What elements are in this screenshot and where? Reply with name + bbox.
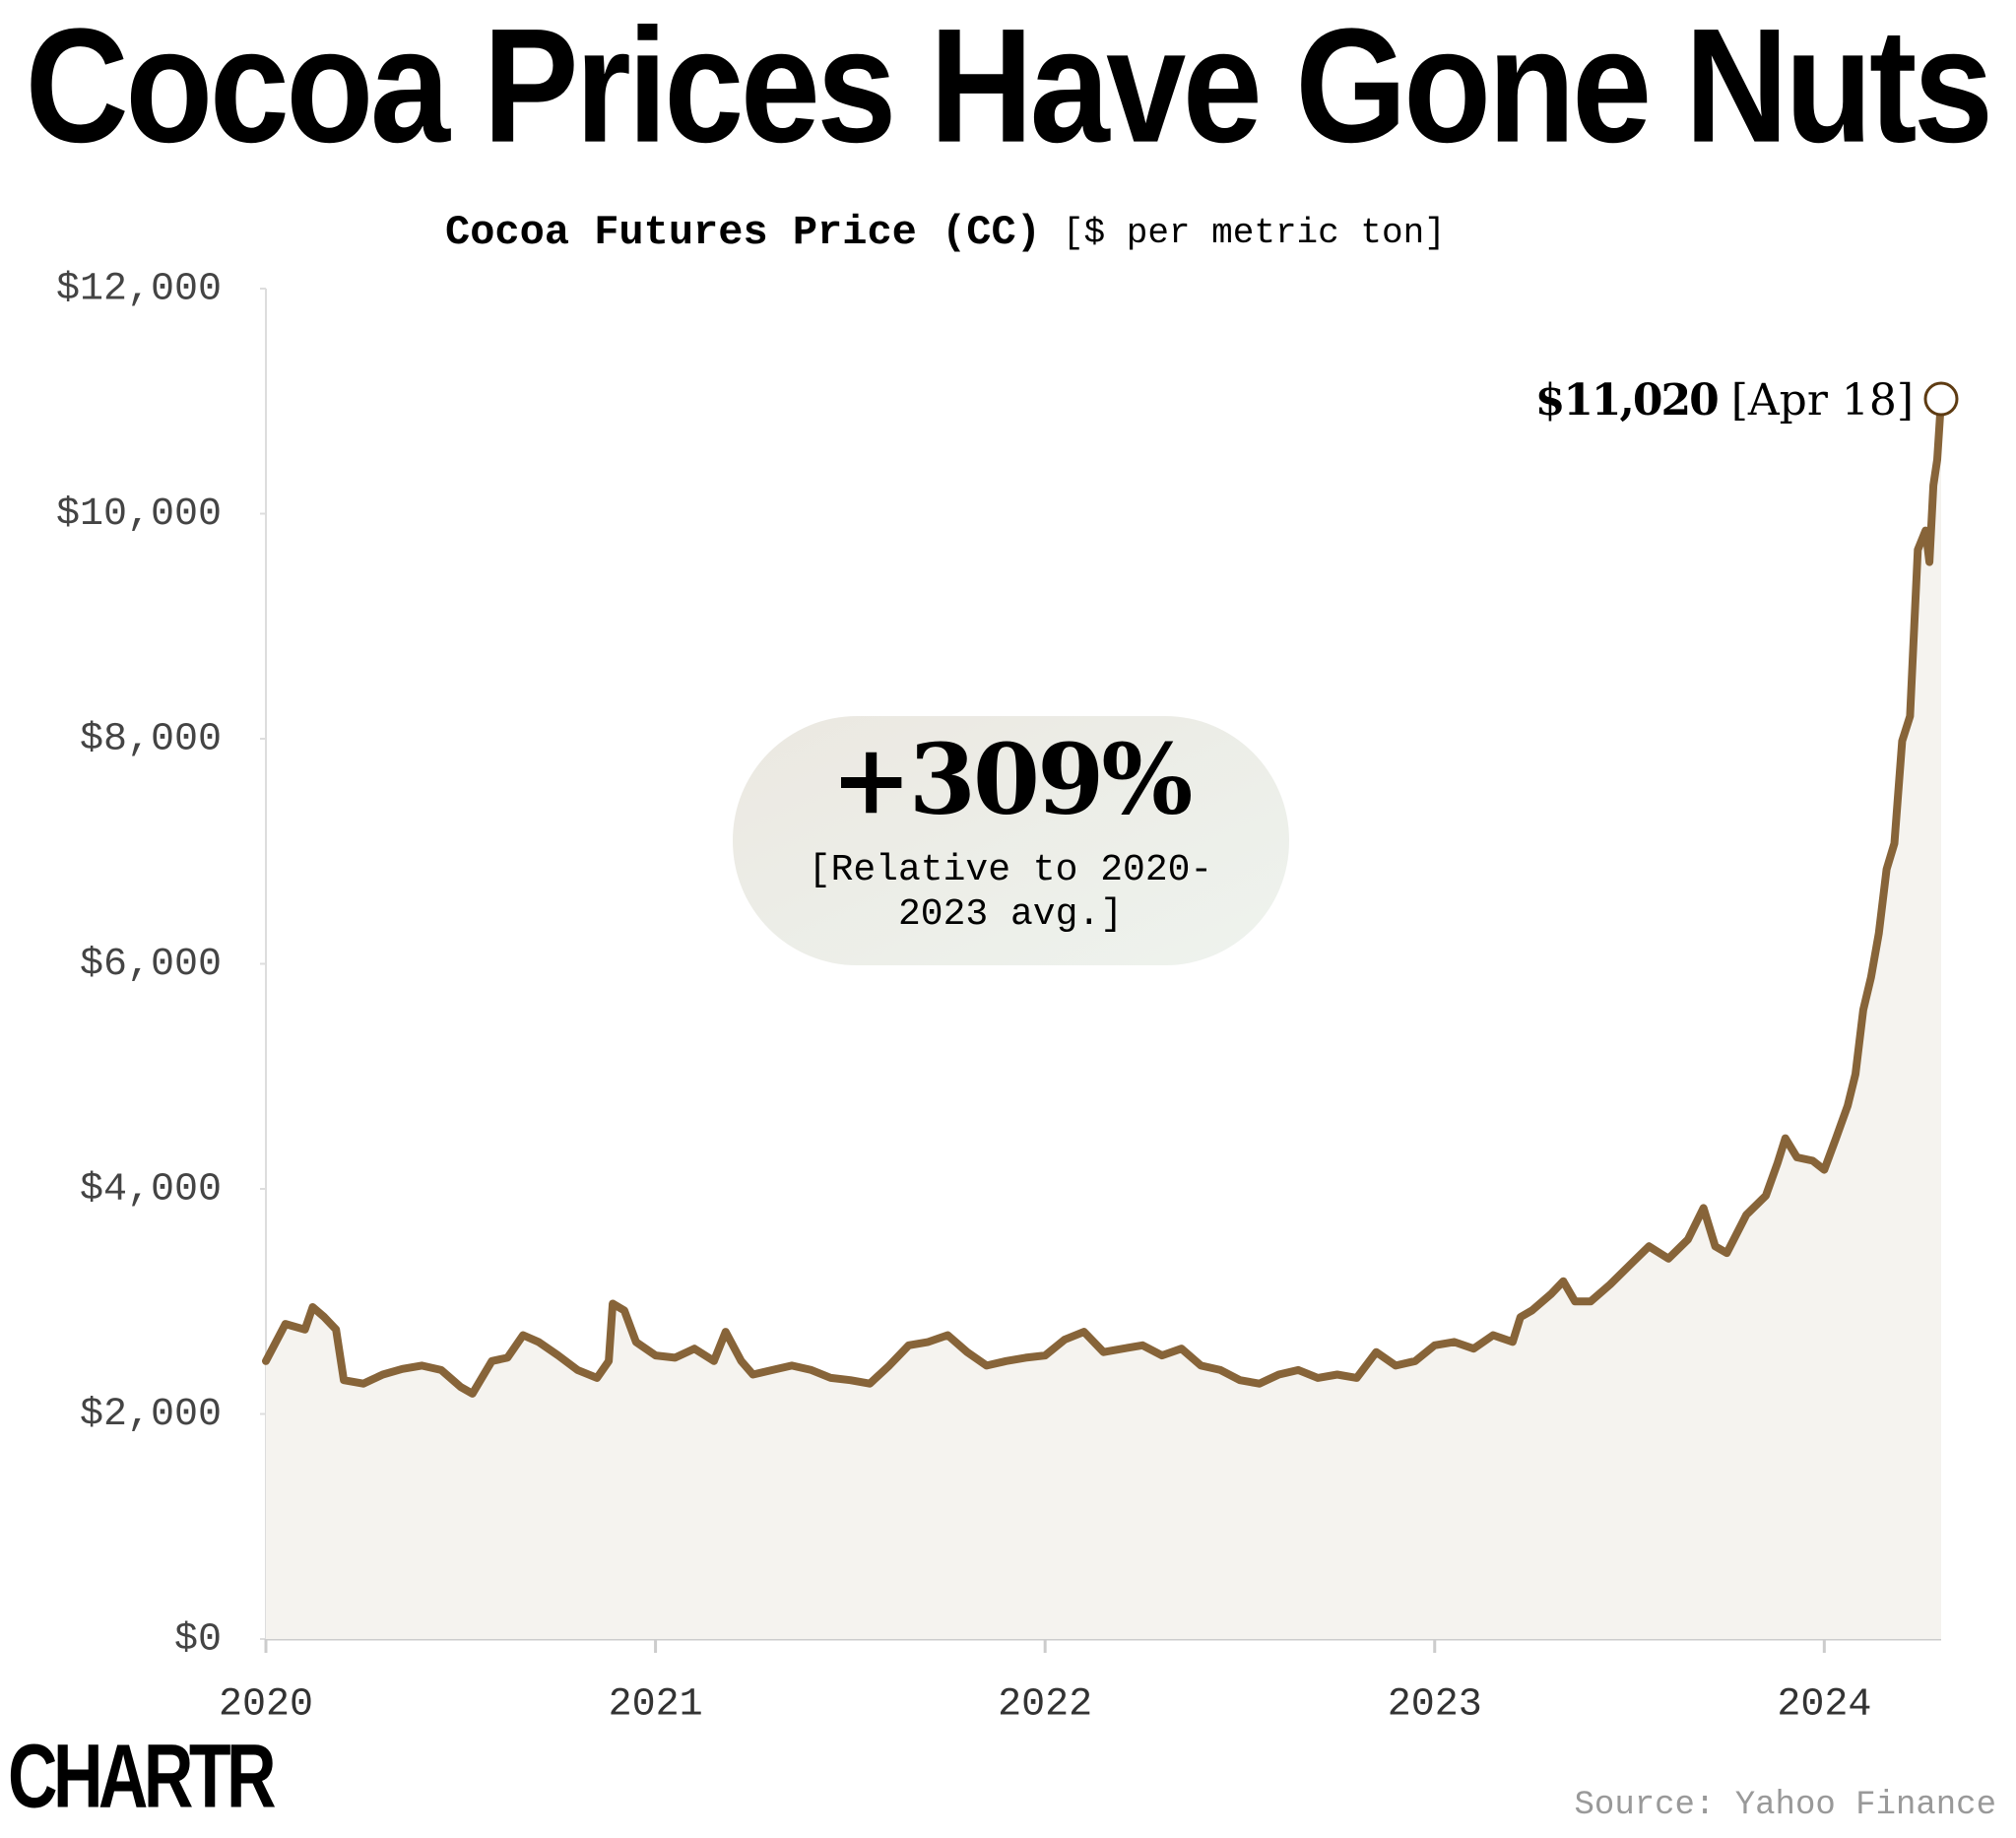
annotation-headline: +309%	[831, 723, 1192, 836]
y-tick-label: $4,000	[80, 1168, 222, 1213]
subtitle: Cocoa Futures Price (CC)	[445, 209, 1041, 256]
area-fill	[266, 399, 1941, 1639]
end-label: $11,020 [Apr 18]	[1535, 374, 1914, 425]
y-tick-label: $2,000	[80, 1393, 222, 1437]
end-marker	[1923, 381, 1959, 417]
y-tick-label: $10,000	[56, 492, 222, 537]
logo: CHARTR	[8, 1726, 275, 1826]
units: [$ per metric ton]	[1063, 213, 1446, 253]
chart-title: Cocoa Prices Have Gone Nuts	[26, 0, 1990, 176]
annotation-text: [Relative to 2020-	[809, 849, 1212, 891]
subtitle-line: Cocoa Futures Price (CC) [$ per metric to…	[445, 209, 1446, 256]
y-tick-label: $8,000	[80, 718, 222, 762]
y-tick-label: $12,000	[56, 268, 222, 312]
date-label: [Apr 18]	[1731, 374, 1914, 425]
annotation-text: 2023 avg.]	[898, 893, 1123, 936]
x-tick-label: 2021	[609, 1683, 703, 1728]
price-line	[262, 395, 1945, 1398]
y-tick-label: $6,000	[80, 943, 222, 987]
x-tick-label: 2022	[998, 1683, 1092, 1728]
x-tick-label: 2023	[1388, 1683, 1482, 1728]
source: Source: Yahoo Finance	[1575, 1787, 1996, 1824]
value-label: $11,020	[1535, 374, 1718, 425]
x-tick-label: 2024	[1777, 1683, 1871, 1728]
x-tick-label: 2020	[219, 1683, 313, 1728]
y-tick-label: $0	[174, 1618, 222, 1663]
plot: $0 $2,000 $4,000 $6,000 $8,000 $10,000 $12,000…	[56, 268, 1959, 1728]
annotation-bubble	[733, 716, 1289, 965]
